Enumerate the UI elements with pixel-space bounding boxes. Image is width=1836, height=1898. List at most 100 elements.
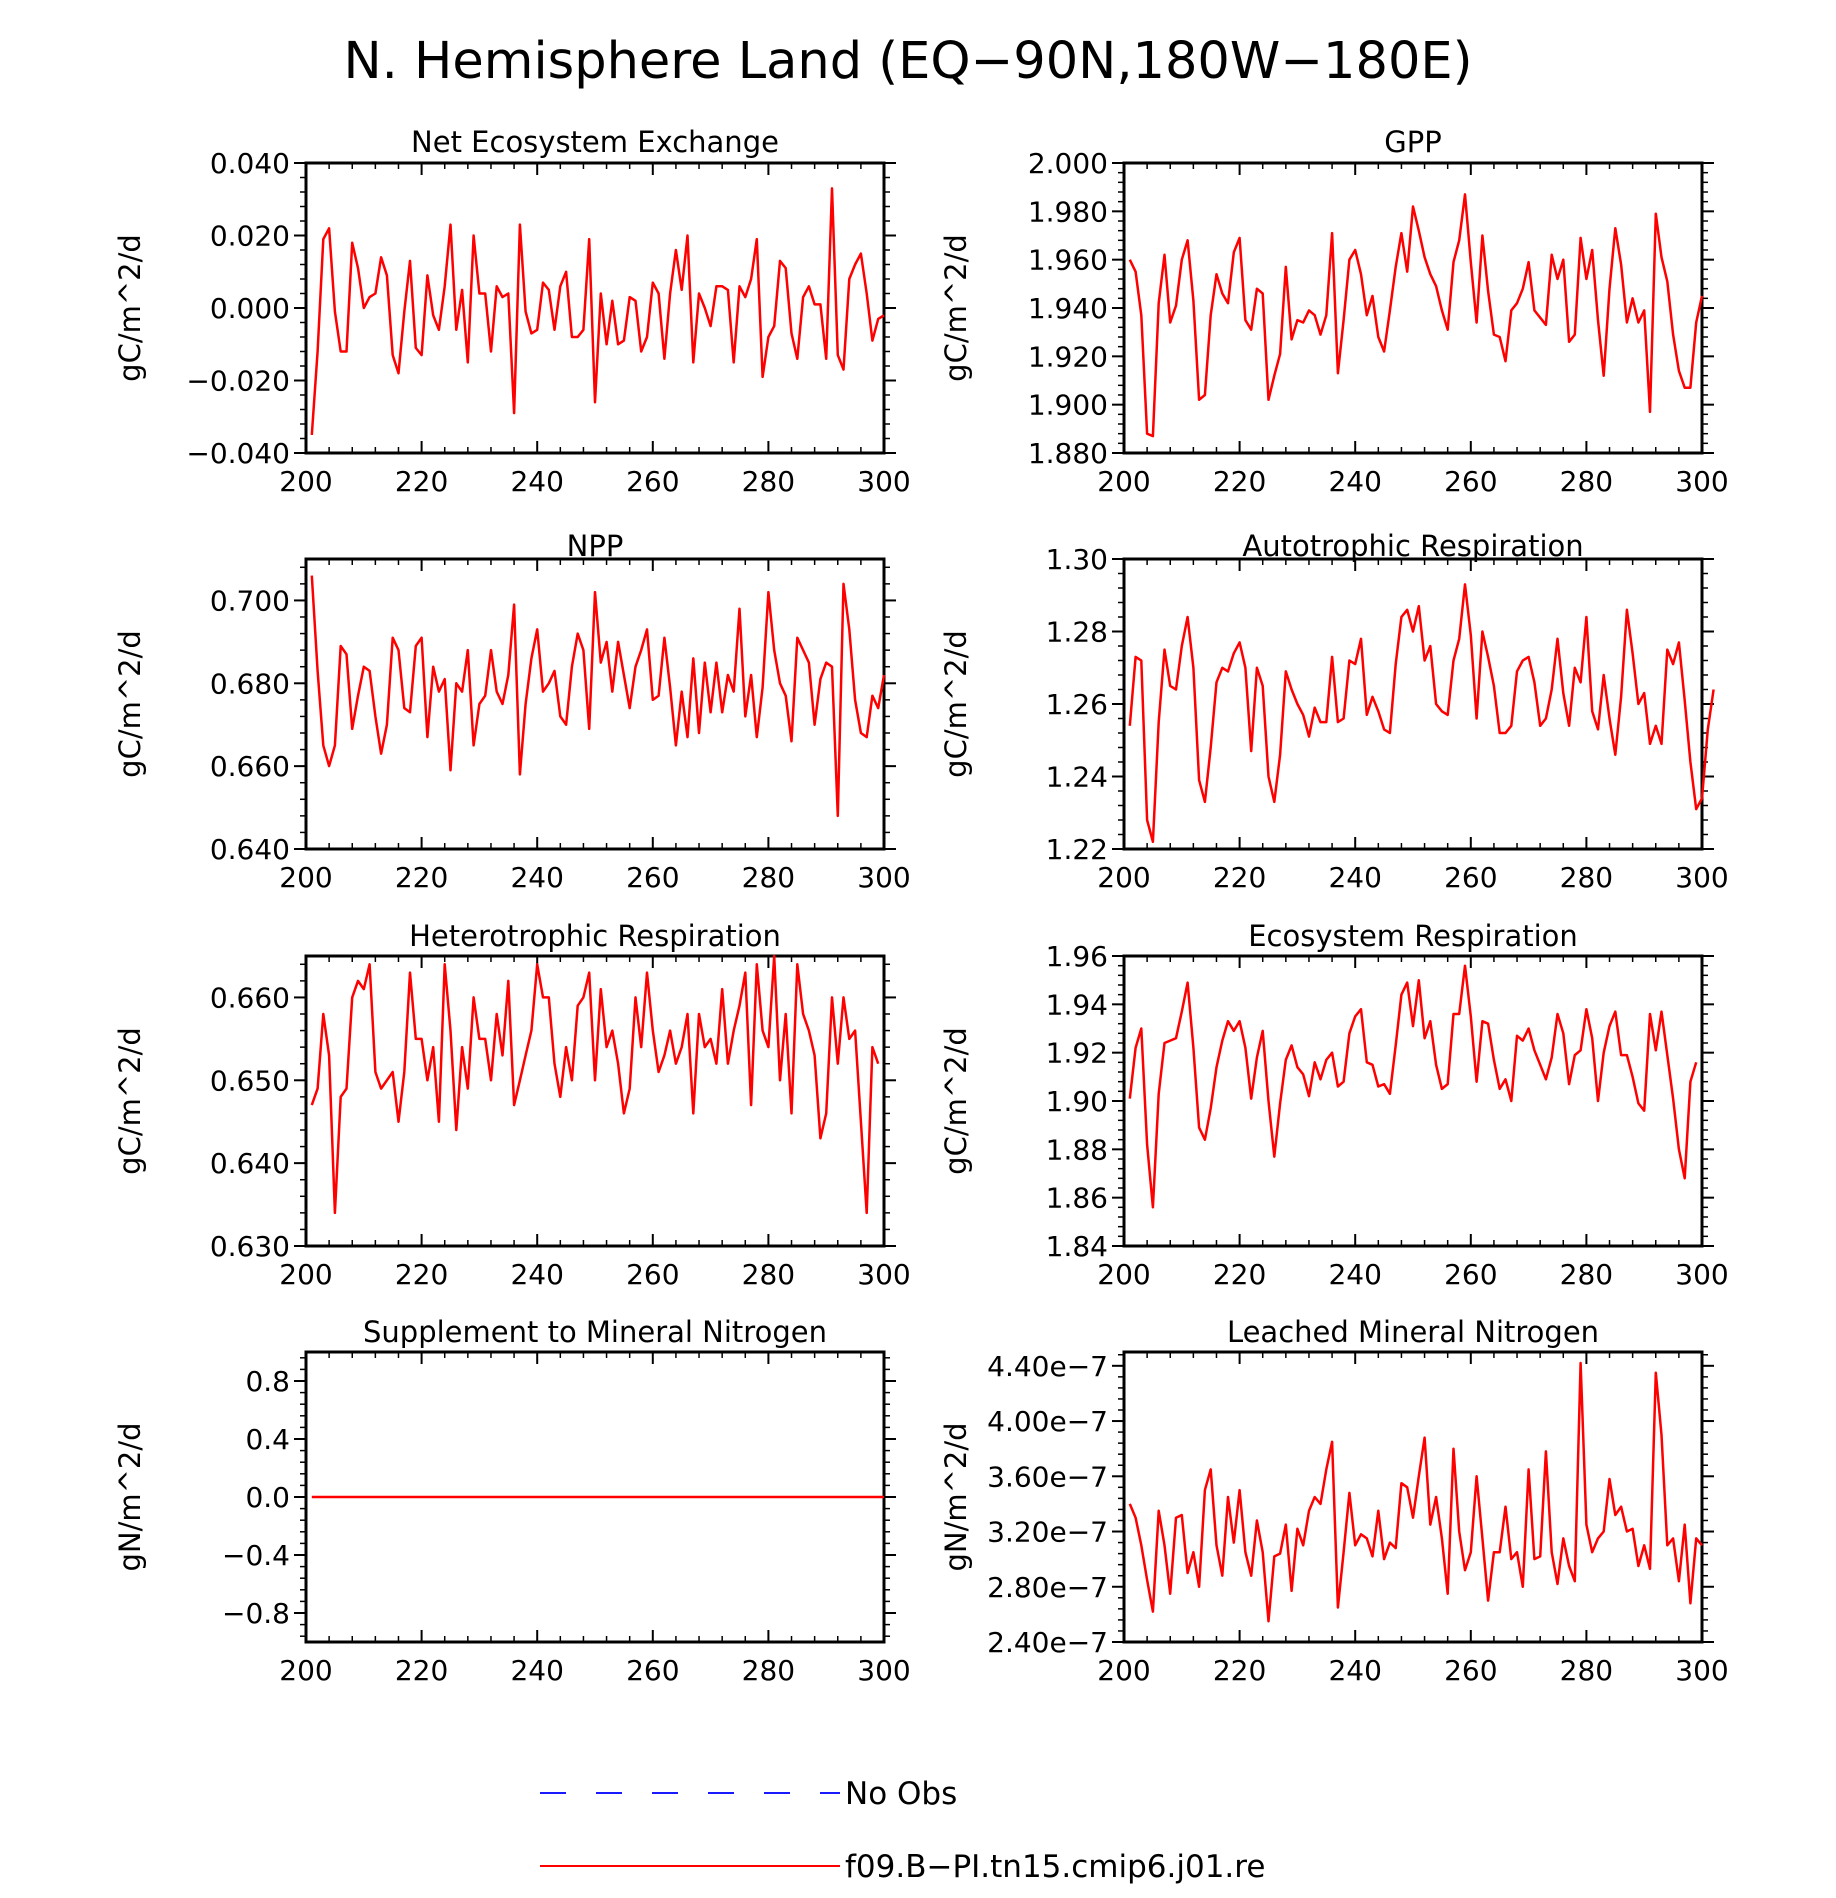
x-tick-label: 200 — [1097, 1654, 1150, 1687]
y-axis-label: gN/m^2/d — [113, 1422, 147, 1571]
y-tick-label: 1.84 — [1046, 1230, 1108, 1263]
plot-frame — [304, 954, 886, 1248]
y-tick-label: 1.96 — [1046, 940, 1108, 973]
x-tick-label: 280 — [742, 1258, 795, 1291]
x-tick-label: 300 — [857, 465, 910, 498]
y-axis-label: gC/m^2/d — [113, 630, 147, 778]
y-tick-label: −0.020 — [186, 365, 290, 398]
series-line — [1128, 583, 1715, 844]
x-tick-label: 240 — [510, 1258, 563, 1291]
x-tick-label: 220 — [395, 465, 448, 498]
x-tick-label: 280 — [742, 861, 795, 894]
x-tick-label: 220 — [1213, 861, 1266, 894]
x-tick-label: 260 — [626, 1654, 679, 1687]
chart-panel-5: 200 220 240 260 280 300 0.630 0.640 0.650 0.660 He… — [113, 919, 911, 1291]
y-tick-label: 0.000 — [210, 292, 290, 325]
x-tick-label: 260 — [1444, 1258, 1497, 1291]
panel-title: Ecosystem Respiration — [1248, 919, 1578, 953]
x-tick-label: 240 — [1328, 1654, 1381, 1687]
y-tick-label: 0.020 — [210, 220, 290, 253]
series-line — [1128, 1361, 1703, 1623]
y-tick-label: 1.90 — [1046, 1085, 1108, 1118]
x-tick-label: 220 — [395, 861, 448, 894]
x-tick-label: 200 — [1097, 861, 1150, 894]
y-tick-label: 0.040 — [210, 147, 290, 180]
y-tick-label: 4.00e−7 — [987, 1405, 1108, 1438]
panels: 200 220 240 260 280 300 −0.040 −0.020 0.000 0.020… — [113, 125, 1729, 1687]
y-tick-label: 4.40e−7 — [987, 1350, 1108, 1383]
panel-title: Autotrophic Respiration — [1242, 529, 1583, 563]
y-tick-label: 0.4 — [245, 1423, 290, 1456]
y-tick-label: 1.28 — [1046, 616, 1108, 649]
x-tick-label: 280 — [1560, 465, 1613, 498]
chart-panel-2: 200 220 240 260 280 300 1.880 1.900 1.920 1.940 1.… — [939, 125, 1729, 498]
chart-panel-6: 200 220 240 260 280 300 1.84 1.86 1.88 1.90 1.92 1.… — [939, 919, 1729, 1291]
y-axis-label: gC/m^2/d — [113, 234, 147, 382]
y-tick-label: 2.000 — [1028, 147, 1108, 180]
series-line — [1128, 964, 1698, 1209]
x-tick-label: 240 — [510, 465, 563, 498]
y-tick-label: −0.4 — [222, 1539, 290, 1572]
y-tick-label: 1.24 — [1046, 761, 1108, 794]
y-tick-label: 1.94 — [1046, 988, 1108, 1021]
y-tick-label: 0.640 — [210, 833, 290, 866]
y-tick-label: 0.660 — [210, 750, 290, 783]
legend-model-label: f09.B−PI.tn15.cmip6.j01.re — [845, 1849, 1265, 1885]
x-tick-label: 200 — [279, 1258, 332, 1291]
x-tick-label: 220 — [1213, 465, 1266, 498]
x-tick-label: 300 — [1675, 1654, 1728, 1687]
y-tick-label: 1.30 — [1046, 543, 1108, 576]
x-tick-label: 260 — [1444, 1654, 1497, 1687]
y-tick-label: 1.86 — [1046, 1182, 1108, 1215]
y-tick-label: 0.660 — [210, 981, 290, 1014]
series-line — [310, 954, 880, 1215]
y-axis-label: gC/m^2/d — [113, 1027, 147, 1175]
x-tick-label: 260 — [626, 861, 679, 894]
x-tick-label: 300 — [1675, 861, 1728, 894]
panel-title: Leached Mineral Nitrogen — [1227, 1315, 1599, 1349]
y-tick-label: 1.26 — [1046, 688, 1108, 721]
y-tick-label: 1.88 — [1046, 1133, 1108, 1166]
y-tick-label: 3.20e−7 — [987, 1516, 1108, 1549]
y-tick-label: 0.650 — [210, 1064, 290, 1097]
x-tick-label: 200 — [279, 861, 332, 894]
plot-frame — [1122, 1350, 1704, 1644]
x-tick-label: 300 — [1675, 465, 1728, 498]
y-tick-label: 0.8 — [245, 1365, 290, 1398]
x-tick-label: 220 — [1213, 1654, 1266, 1687]
y-tick-label: 1.22 — [1046, 833, 1108, 866]
x-tick-label: 220 — [395, 1654, 448, 1687]
y-axis-label: gN/m^2/d — [939, 1422, 973, 1571]
y-tick-label: 1.960 — [1028, 244, 1108, 277]
y-tick-label: −0.040 — [186, 437, 290, 470]
y-tick-label: 1.880 — [1028, 437, 1108, 470]
x-tick-label: 280 — [1560, 861, 1613, 894]
y-axis-label: gC/m^2/d — [939, 630, 973, 778]
y-tick-label: 3.60e−7 — [987, 1460, 1108, 1493]
legend-obs-label: No Obs — [845, 1776, 957, 1812]
y-tick-label: 0.630 — [210, 1230, 290, 1263]
y-tick-label: 0.680 — [210, 667, 290, 700]
x-tick-label: 240 — [1328, 1258, 1381, 1291]
x-tick-label: 200 — [1097, 1258, 1150, 1291]
x-tick-label: 240 — [1328, 861, 1381, 894]
x-tick-label: 300 — [857, 861, 910, 894]
x-tick-label: 280 — [742, 1654, 795, 1687]
x-tick-label: 300 — [857, 1258, 910, 1291]
x-tick-label: 200 — [1097, 465, 1150, 498]
panel-title: GPP — [1384, 125, 1441, 159]
panel-title: Heterotrophic Respiration — [409, 919, 781, 953]
y-tick-label: 1.920 — [1028, 340, 1108, 373]
y-axis-label: gC/m^2/d — [939, 1027, 973, 1175]
x-tick-label: 220 — [395, 1258, 448, 1291]
chart-panel-1: 200 220 240 260 280 300 −0.040 −0.020 0.000 0.020… — [113, 125, 911, 498]
x-tick-label: 220 — [1213, 1258, 1266, 1291]
plot-frame — [304, 557, 886, 851]
y-tick-label: 1.92 — [1046, 1037, 1108, 1070]
y-tick-label: 2.80e−7 — [987, 1571, 1108, 1604]
y-tick-label: 1.940 — [1028, 292, 1108, 325]
chart-panel-8: 200 220 240 260 280 300 2.40e−7 2.80e−7 3.20e−7 3… — [939, 1315, 1729, 1687]
series-line — [1128, 193, 1704, 438]
chart-panel-4: 200 220 240 260 280 300 1.22 1.24 1.26 1.28 1.30 Au… — [939, 529, 1729, 894]
